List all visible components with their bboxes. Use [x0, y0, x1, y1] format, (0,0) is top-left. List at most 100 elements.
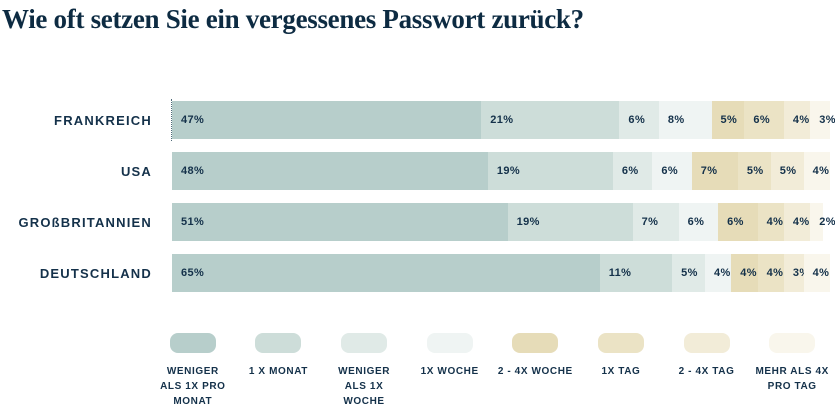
- row-label: USA: [120, 163, 152, 179]
- bar-segment: 7%: [632, 203, 679, 241]
- segment-value: 6%: [753, 114, 771, 126]
- segment-value: 19%: [496, 165, 521, 177]
- stacked-bar: 47% 21% 6% 8% 5% 6% 4% 3%: [171, 99, 835, 141]
- bar-segment: 4%: [783, 101, 811, 139]
- segment-value: 6%: [621, 165, 639, 177]
- stacked-bar: 48% 19% 6% 6% 7% 5% 5% 4%: [172, 152, 830, 190]
- segment-value: 4%: [766, 267, 784, 279]
- bar-segment: 47%: [172, 101, 482, 139]
- legend-label: 1 X MONAT: [248, 366, 308, 377]
- legend-label: WENIGER ALS 1X PRO MONAT: [160, 366, 226, 407]
- legend-swatch: [597, 333, 644, 353]
- bar-segment: 3%: [783, 254, 809, 292]
- bar-segment: 5%: [770, 152, 804, 190]
- segment-value: 6%: [628, 114, 646, 126]
- segment-value: 19%: [516, 216, 540, 228]
- segment-value: 11%: [608, 267, 632, 279]
- bar-segment: 6%: [652, 152, 692, 190]
- legend-swatch: [341, 333, 388, 353]
- bar-segment: 3%: [810, 101, 835, 139]
- legend-label: MEHR ALS 4X PRO TAG: [755, 366, 829, 392]
- bar-segment: 11%: [599, 254, 673, 292]
- row-label: DEUTSCHLAND: [39, 265, 152, 281]
- legend-item: MEHR ALS 4X PRO TAG: [749, 333, 835, 409]
- bar-segment: 2%: [810, 203, 835, 241]
- segment-value: 6%: [687, 216, 705, 228]
- chart-title: Wie oft setzen Sie ein vergessenes Passw…: [2, 4, 584, 34]
- bar-segment: 5%: [711, 101, 745, 139]
- bar-segment: 5%: [737, 152, 771, 190]
- legend-swatch: [426, 333, 473, 353]
- legend-item: 2 - 4X WOCHE: [493, 333, 579, 409]
- bar-segment: 48%: [172, 152, 488, 190]
- segment-value: 8%: [667, 114, 685, 126]
- legend-swatch: [512, 333, 559, 353]
- segment-value: 5%: [746, 165, 764, 177]
- legend-item: WENIGER ALS 1X WOCHE: [321, 333, 407, 409]
- segment-value: 4%: [792, 216, 810, 228]
- bar-segment: 6%: [718, 203, 758, 241]
- segment-value: 3%: [819, 114, 835, 126]
- bar-segment: 4%: [757, 203, 784, 241]
- legend-label: WENIGER ALS 1X WOCHE: [338, 366, 391, 407]
- bar-segment: 6%: [678, 203, 719, 241]
- segment-value: 7%: [700, 165, 718, 177]
- bar-segment: 6%: [744, 101, 784, 139]
- bar-segment: 4%: [783, 203, 811, 241]
- legend-label: 1X TAG: [601, 366, 641, 377]
- segment-value: 5%: [681, 267, 698, 279]
- bar-segment: 51%: [172, 203, 508, 241]
- bar-segment: 4%: [803, 152, 830, 190]
- row-label: GROßBRITANNIEN: [18, 214, 152, 230]
- legend-item: WENIGER ALS 1X PRO MONAT: [150, 333, 236, 409]
- segment-value: 4%: [740, 267, 757, 279]
- legend-item: 1X WOCHE: [407, 333, 493, 409]
- chart-row: USA 48% 19% 6% 6% 7% 5% 5% 4%: [0, 152, 830, 190]
- bar-segment: 21%: [481, 101, 620, 139]
- segment-value: 4%: [713, 267, 731, 279]
- bar-segment: 5%: [672, 254, 705, 292]
- legend-swatch: [255, 333, 302, 353]
- segment-value: 4%: [766, 216, 784, 228]
- segment-value: 6%: [727, 216, 744, 228]
- bar-segment: 19%: [507, 203, 633, 241]
- legend-label: 2 - 4X TAG: [678, 366, 735, 377]
- chart-row: GROßBRITANNIEN 51% 19% 7% 6% 6% 4% 4% 2%: [0, 203, 835, 241]
- chart-row: FRANKREICH 47% 21% 6% 8% 5% 6% 4% 3%: [0, 99, 835, 141]
- legend-label: 2 - 4X WOCHE: [497, 366, 573, 377]
- segment-value: 48%: [181, 165, 205, 177]
- segment-value: 4%: [792, 114, 810, 126]
- row-label: FRANKREICH: [54, 112, 152, 128]
- bar-segment: 6%: [619, 101, 659, 139]
- segment-value: 5%: [779, 165, 797, 177]
- legend-swatch: [169, 333, 216, 353]
- bar-rows: FRANKREICH 47% 21% 6% 8% 5% 6% 4% 3% USA 48% 19% 6% 6…: [0, 99, 835, 305]
- legend-swatch: [769, 333, 816, 353]
- stacked-bar: 51% 19% 7% 6% 6% 4% 4% 2%: [172, 203, 835, 241]
- legend-item: 1 X MONAT: [236, 333, 322, 409]
- segment-value: 21%: [490, 114, 514, 126]
- bar-segment: 4%: [757, 254, 784, 292]
- bar-segment: 4%: [731, 254, 758, 292]
- bar-segment: 4%: [803, 254, 830, 292]
- segment-value: 47%: [181, 114, 205, 126]
- segment-value: 65%: [181, 267, 205, 279]
- legend-item: 2 - 4X TAG: [664, 333, 750, 409]
- bar-segment: 4%: [704, 254, 732, 292]
- segment-value: 4%: [812, 267, 830, 279]
- segment-value: 51%: [181, 216, 205, 228]
- bar-segment: 6%: [612, 152, 653, 190]
- segment-value: 7%: [641, 216, 659, 228]
- bar-segment: 19%: [487, 152, 613, 190]
- bar-segment: 7%: [691, 152, 738, 190]
- legend-label: 1X WOCHE: [420, 366, 479, 377]
- legend-item: 1X TAG: [578, 333, 664, 409]
- segment-value: 6%: [661, 165, 679, 177]
- bar-segment: 8%: [658, 101, 712, 139]
- bar-segment: 65%: [172, 254, 600, 292]
- segment-value: 5%: [720, 114, 738, 126]
- chart-row: DEUTSCHLAND 65% 11% 5% 4% 4% 4% 3% 4%: [0, 254, 830, 292]
- segment-value: 4%: [812, 165, 830, 177]
- stacked-bar: 65% 11% 5% 4% 4% 4% 3% 4%: [172, 254, 830, 292]
